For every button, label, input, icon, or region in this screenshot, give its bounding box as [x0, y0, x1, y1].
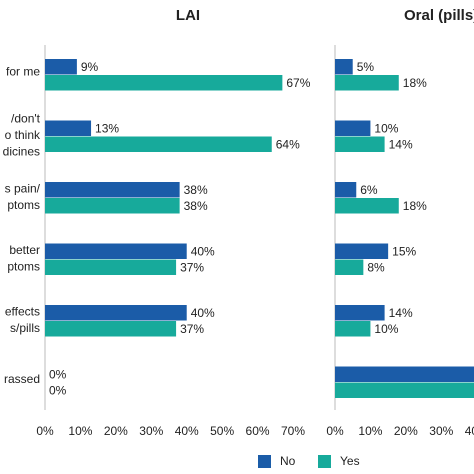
x-tick-label: 20% — [104, 424, 128, 438]
data-label: 18% — [403, 76, 427, 90]
data-label: 0% — [49, 367, 67, 381]
bar — [335, 120, 371, 136]
x-tick-label: 60% — [246, 424, 270, 438]
x-tick-label: 50% — [210, 424, 234, 438]
data-label: 37% — [180, 260, 204, 274]
x-tick-label: 30% — [429, 424, 453, 438]
data-label: 13% — [95, 121, 119, 135]
legend-swatch — [318, 455, 331, 468]
data-label: 38% — [184, 183, 208, 197]
data-label: 38% — [184, 199, 208, 213]
x-tick-label: 70% — [281, 424, 305, 438]
data-label: 67% — [286, 76, 310, 90]
bar — [45, 59, 77, 75]
bar — [45, 120, 92, 136]
data-label: 40% — [191, 244, 215, 258]
x-tick-label: 20% — [394, 424, 418, 438]
category-label: rassed — [4, 372, 40, 386]
data-label: 37% — [180, 322, 204, 336]
bar — [335, 243, 389, 259]
bar — [335, 75, 399, 91]
legend-label: Yes — [340, 454, 360, 468]
bar — [335, 259, 364, 275]
legend-swatch — [258, 455, 271, 468]
bar — [335, 198, 399, 214]
bar — [335, 59, 353, 75]
category-label: for me — [6, 65, 40, 79]
bar — [45, 198, 180, 214]
bar — [45, 136, 272, 152]
legend-label: No — [280, 454, 296, 468]
data-label: 9% — [81, 60, 99, 74]
bar — [335, 321, 371, 337]
bar — [45, 75, 283, 91]
bar — [335, 305, 385, 321]
data-label: 10% — [374, 322, 398, 336]
data-label: 8% — [367, 260, 385, 274]
bar — [45, 259, 177, 275]
bar — [45, 243, 187, 259]
chart-title: Oral (pills) — [404, 7, 474, 24]
bar — [45, 182, 180, 198]
bar — [335, 366, 474, 382]
data-label: 40% — [191, 306, 215, 320]
chart-title: LAI — [176, 7, 200, 24]
data-label: 0% — [49, 383, 67, 397]
bar — [45, 321, 177, 337]
data-label: 64% — [276, 137, 300, 151]
data-label: 6% — [360, 183, 378, 197]
category-label: s pain/ — [5, 181, 41, 195]
category-label: better — [9, 243, 40, 257]
x-tick-label: 10% — [358, 424, 382, 438]
x-tick-label: 10% — [68, 424, 92, 438]
x-tick-label: 0% — [326, 424, 344, 438]
x-tick-label: 0% — [36, 424, 54, 438]
category-label: o think — [5, 128, 41, 142]
bar — [335, 182, 357, 198]
category-label: ptoms — [7, 198, 40, 212]
x-tick-label: 40% — [465, 424, 474, 438]
x-tick-label: 40% — [175, 424, 199, 438]
data-label: 5% — [357, 60, 375, 74]
data-label: 18% — [403, 199, 427, 213]
bar — [45, 305, 187, 321]
x-tick-label: 30% — [139, 424, 163, 438]
category-label: s/pills — [10, 321, 40, 335]
category-label: effects — [5, 304, 40, 318]
data-label: 10% — [374, 121, 398, 135]
category-label: dicines — [3, 145, 40, 159]
data-label: 14% — [389, 306, 413, 320]
bar — [335, 382, 474, 398]
data-label: 14% — [389, 137, 413, 151]
bar — [335, 136, 385, 152]
category-label: /don't — [11, 112, 41, 126]
category-label: ptoms — [7, 259, 40, 273]
data-label: 15% — [392, 244, 416, 258]
